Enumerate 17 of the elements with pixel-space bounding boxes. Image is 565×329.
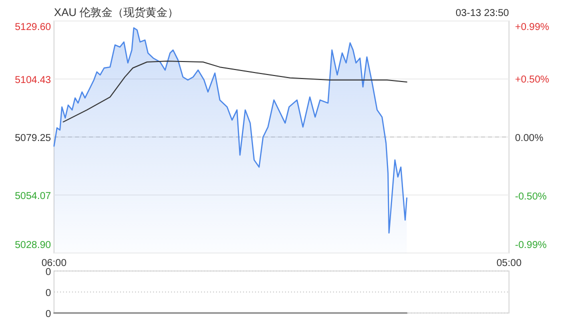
x-tick-label: 05:00 xyxy=(496,258,522,269)
y-tick-label: 5079.25 xyxy=(14,133,52,144)
y2-tick-label: +0.50% xyxy=(515,74,550,86)
y2-tick-label: -0.99% xyxy=(515,240,547,251)
y-tick-label: 5028.90 xyxy=(14,240,52,251)
y2-tick-label: 0.00% xyxy=(515,133,544,144)
y-tick-label: 5054.07 xyxy=(14,191,52,202)
y2-tick-label: -0.50% xyxy=(515,192,547,203)
y-tick-label: 0 xyxy=(45,309,52,320)
y2-tick-label: +0.99% xyxy=(515,22,550,33)
x-tick-label: 06:00 xyxy=(41,258,67,269)
y-tick-label: 0 xyxy=(45,288,52,299)
text: 03-13 23:50 xyxy=(456,8,510,19)
y-tick-label: 5129.60 xyxy=(14,22,52,33)
y-tick-label: 0 xyxy=(45,267,52,278)
y-tick-label: 5104.43 xyxy=(14,74,52,86)
chart-title: XAU 伦敦金（现货黄金） xyxy=(54,6,179,19)
